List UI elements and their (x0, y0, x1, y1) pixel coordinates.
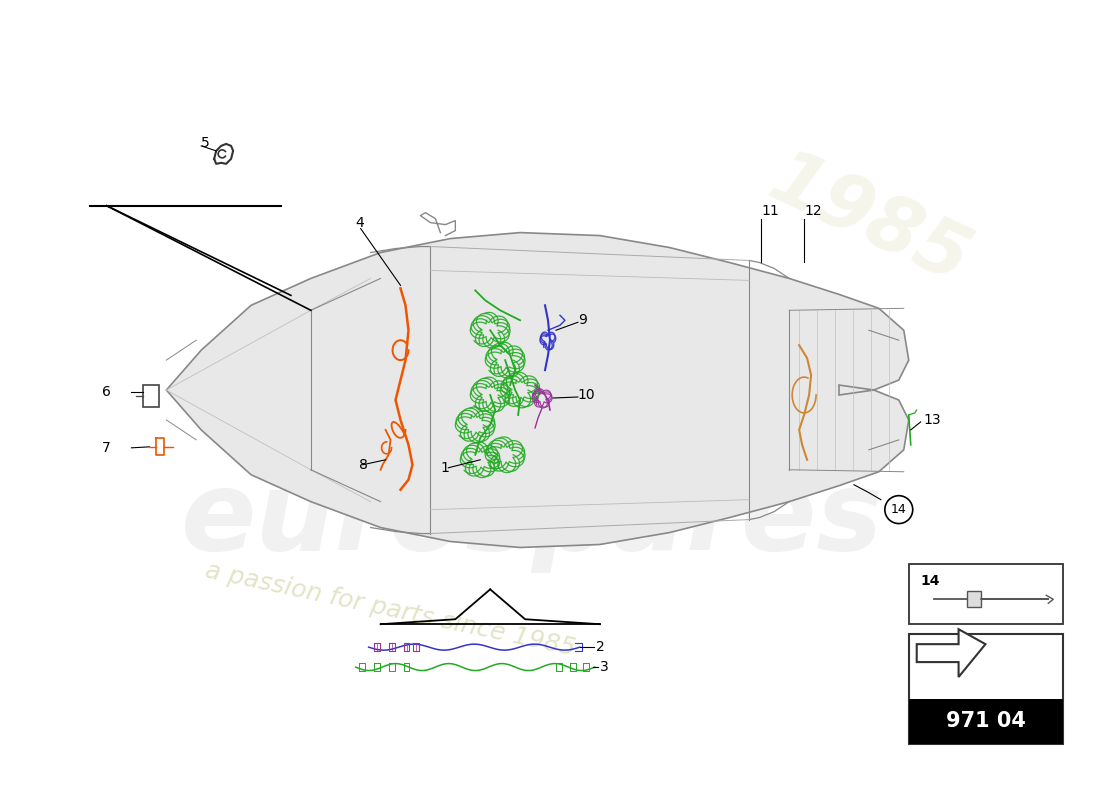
Text: 5: 5 (201, 136, 210, 150)
Text: 3: 3 (600, 660, 608, 674)
Text: 7: 7 (101, 441, 110, 455)
Text: 8: 8 (359, 458, 367, 472)
Bar (909, 699, 1064, 744)
FancyBboxPatch shape (909, 565, 1064, 624)
Text: 12: 12 (804, 204, 822, 218)
Polygon shape (166, 233, 909, 547)
Bar (967, 591, 981, 607)
Text: 1985: 1985 (757, 142, 981, 299)
Text: a passion for parts since 1985: a passion for parts since 1985 (204, 558, 578, 660)
Text: 13: 13 (924, 413, 942, 427)
Text: 11: 11 (761, 204, 779, 218)
Text: 2: 2 (596, 640, 605, 654)
Text: 1: 1 (440, 461, 449, 474)
Text: eurospares: eurospares (182, 466, 883, 573)
Polygon shape (916, 630, 986, 677)
Text: 14: 14 (891, 503, 906, 516)
Text: 9: 9 (578, 314, 586, 327)
Text: 10: 10 (578, 388, 595, 402)
FancyBboxPatch shape (909, 634, 1064, 744)
Text: 6: 6 (101, 385, 110, 399)
Circle shape (884, 496, 913, 523)
Text: 971 04: 971 04 (946, 711, 1025, 731)
Text: 14: 14 (921, 574, 940, 588)
Text: 4: 4 (355, 216, 364, 230)
Bar (143, 385, 160, 407)
